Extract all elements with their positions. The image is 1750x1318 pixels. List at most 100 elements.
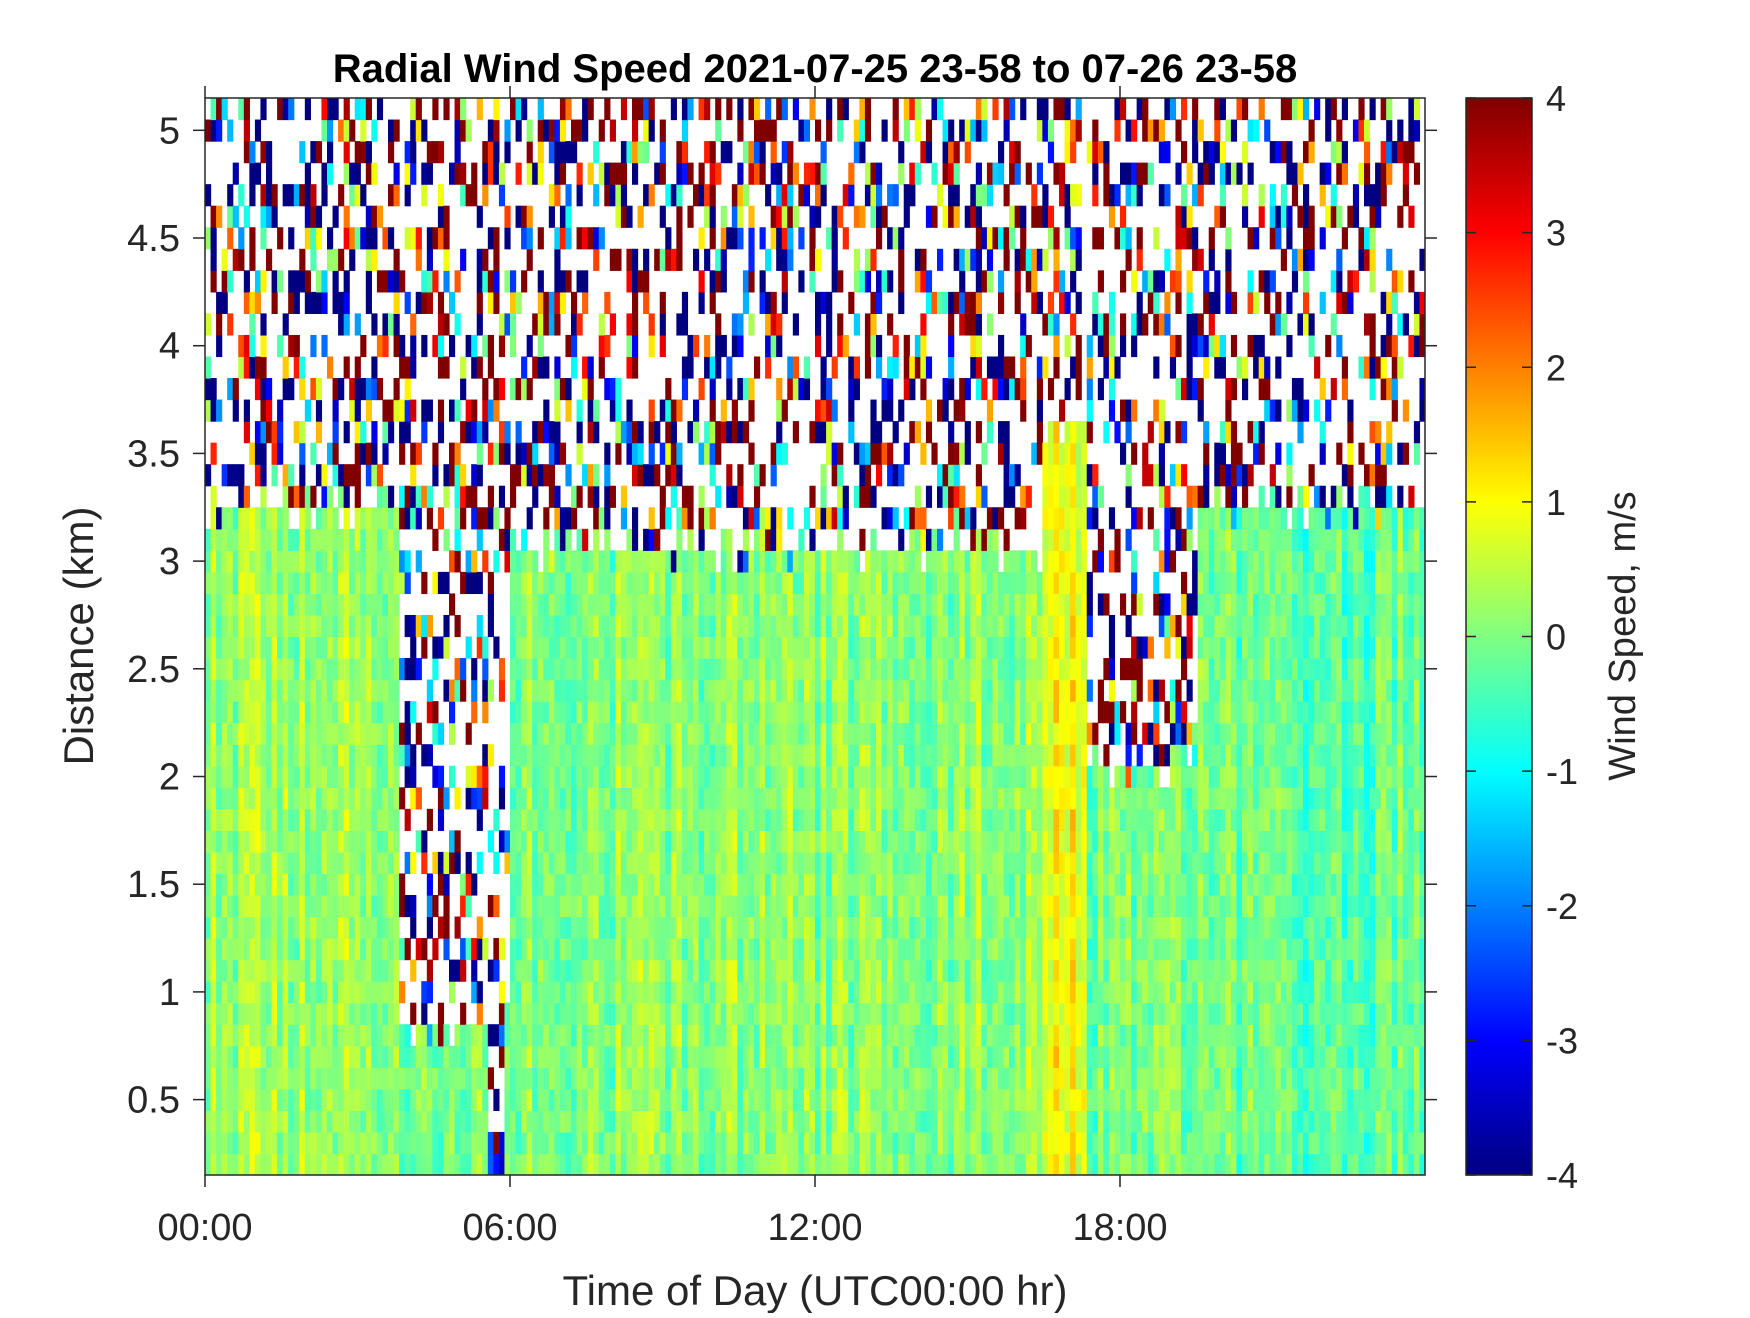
heatmap-cell (853, 593, 860, 616)
heatmap-cell (748, 550, 755, 573)
heatmap-cell (321, 162, 328, 185)
heatmap-cell (620, 765, 628, 788)
heatmap-cell (277, 1131, 284, 1155)
heatmap-cell (393, 1131, 400, 1155)
heatmap-cell (243, 765, 250, 788)
heatmap-cell (271, 959, 278, 982)
heatmap-cell (543, 636, 550, 659)
heatmap-cell (604, 636, 611, 659)
heatmap-cell (742, 765, 750, 788)
heatmap-cell (637, 98, 644, 121)
heatmap-cell (687, 894, 694, 918)
heatmap-cell (770, 787, 777, 810)
heatmap-cell (376, 787, 384, 810)
heatmap-cell (415, 1067, 422, 1090)
heatmap-cell (266, 1024, 273, 1047)
heatmap-cell (371, 916, 378, 939)
heatmap-cell (332, 507, 339, 530)
heatmap-cell (720, 270, 727, 293)
heatmap-cell (587, 227, 594, 250)
heatmap-cell (404, 614, 411, 638)
heatmap-cell (615, 894, 622, 918)
heatmap-cell (576, 1153, 583, 1175)
heatmap-cell (587, 1002, 594, 1025)
heatmap-cell (853, 485, 860, 508)
heatmap-cell (587, 378, 594, 401)
heatmap-cell (820, 550, 827, 573)
heatmap-cell (864, 808, 872, 831)
heatmap-cell (526, 1153, 533, 1175)
heatmap-cell (487, 1024, 494, 1047)
heatmap-cell (332, 830, 339, 853)
heatmap-cell (925, 894, 933, 918)
heatmap-cell (942, 916, 949, 939)
heatmap-cell (925, 1088, 933, 1111)
heatmap-cell (720, 916, 727, 939)
heatmap-cell (449, 851, 456, 875)
heatmap-cell (826, 119, 833, 142)
heatmap-cell (376, 507, 384, 530)
heatmap-cell (776, 378, 783, 401)
heatmap-cell (837, 830, 844, 853)
heatmap-cell (887, 894, 894, 918)
heatmap-cell (781, 184, 788, 207)
heatmap-cell (443, 873, 450, 896)
heatmap-cell (332, 291, 339, 314)
heatmap-cell (898, 830, 905, 853)
heatmap-cell (742, 291, 750, 314)
heatmap-cell (604, 658, 611, 681)
heatmap-cell (454, 959, 461, 982)
heatmap-cell (327, 550, 334, 573)
heatmap-cell (482, 162, 489, 185)
heatmap-cell (243, 701, 250, 724)
heatmap-cell (704, 830, 711, 853)
heatmap-cell (820, 701, 827, 724)
heatmap-cell (559, 119, 567, 142)
heatmap-cell (737, 205, 744, 228)
heatmap-cell (365, 916, 372, 939)
heatmap-cell (709, 894, 716, 918)
heatmap-cell (437, 1002, 445, 1025)
heatmap-cell (759, 614, 766, 638)
heatmap-cell (498, 334, 506, 358)
heatmap-cell (842, 808, 849, 831)
heatmap-cell (815, 938, 822, 961)
heatmap-cell (282, 98, 289, 121)
heatmap-cell (626, 701, 633, 724)
heatmap-cell (792, 593, 799, 616)
heatmap-cell (260, 485, 267, 508)
heatmap-cell (593, 141, 600, 164)
heatmap-cell (415, 1153, 422, 1175)
heatmap-cell (848, 1088, 855, 1111)
heatmap-cell (532, 485, 539, 508)
heatmap-cell (526, 658, 533, 681)
heatmap-cell (510, 485, 517, 508)
heatmap-cell (676, 851, 683, 875)
heatmap-cell (931, 205, 938, 228)
heatmap-cell (909, 938, 916, 961)
heatmap-cell (937, 528, 944, 551)
heatmap-cell (903, 938, 910, 961)
heatmap-cell (277, 614, 284, 638)
heatmap-cell (903, 1131, 910, 1155)
heatmap-cell (554, 1153, 561, 1175)
heatmap-cell (332, 528, 339, 551)
heatmap-cell (909, 356, 916, 379)
heatmap-cell (582, 851, 589, 875)
heatmap-cell (726, 1131, 733, 1155)
heatmap-cell (232, 916, 239, 939)
heatmap-cell (393, 808, 400, 831)
heatmap-cell (243, 571, 250, 595)
heatmap-cell (260, 184, 267, 207)
heatmap-cell (776, 981, 783, 1004)
heatmap-cell (388, 959, 395, 982)
heatmap-cell (731, 787, 738, 810)
heatmap-cell (726, 593, 733, 616)
heatmap-cell (914, 658, 921, 681)
heatmap-cell (914, 636, 921, 659)
heatmap-cell (304, 614, 311, 638)
heatmap-cell (460, 464, 467, 487)
heatmap-cell (493, 636, 500, 659)
heatmap-cell (304, 701, 311, 724)
heatmap-cell (637, 679, 644, 702)
